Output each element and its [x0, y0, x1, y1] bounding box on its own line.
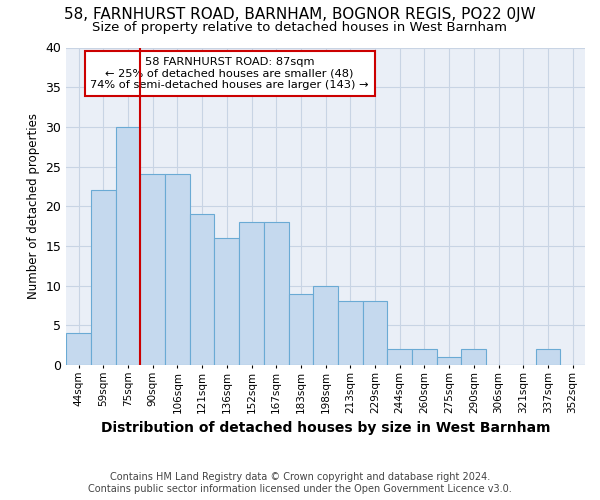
Bar: [313, 286, 338, 365]
Y-axis label: Number of detached properties: Number of detached properties: [27, 113, 40, 299]
Bar: [388, 349, 412, 365]
Bar: [461, 349, 486, 365]
Text: 58 FARNHURST ROAD: 87sqm
← 25% of detached houses are smaller (48)
74% of semi-d: 58 FARNHURST ROAD: 87sqm ← 25% of detach…: [91, 57, 369, 90]
Text: 58, FARNHURST ROAD, BARNHAM, BOGNOR REGIS, PO22 0JW: 58, FARNHURST ROAD, BARNHAM, BOGNOR REGI…: [64, 8, 536, 22]
Bar: [536, 349, 560, 365]
Bar: [412, 349, 437, 365]
Bar: [165, 174, 190, 365]
Bar: [437, 357, 461, 365]
Text: Contains HM Land Registry data © Crown copyright and database right 2024.
Contai: Contains HM Land Registry data © Crown c…: [88, 472, 512, 494]
Bar: [116, 127, 140, 365]
Bar: [214, 238, 239, 365]
Bar: [91, 190, 116, 365]
Text: Size of property relative to detached houses in West Barnham: Size of property relative to detached ho…: [92, 21, 508, 34]
Bar: [362, 302, 388, 365]
Bar: [190, 214, 214, 365]
Bar: [289, 294, 313, 365]
Bar: [66, 333, 91, 365]
Bar: [239, 222, 264, 365]
Bar: [264, 222, 289, 365]
X-axis label: Distribution of detached houses by size in West Barnham: Distribution of detached houses by size …: [101, 421, 550, 435]
Bar: [338, 302, 362, 365]
Bar: [140, 174, 165, 365]
